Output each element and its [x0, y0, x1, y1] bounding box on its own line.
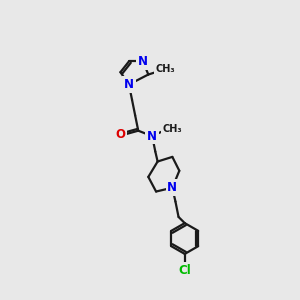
- Text: CH₃: CH₃: [156, 64, 175, 74]
- Text: O: O: [116, 128, 125, 141]
- Text: Cl: Cl: [178, 264, 191, 277]
- Text: N: N: [138, 55, 148, 68]
- Text: CH₃: CH₃: [163, 124, 182, 134]
- Text: N: N: [147, 130, 157, 142]
- Text: N: N: [167, 181, 177, 194]
- Text: N: N: [124, 78, 134, 91]
